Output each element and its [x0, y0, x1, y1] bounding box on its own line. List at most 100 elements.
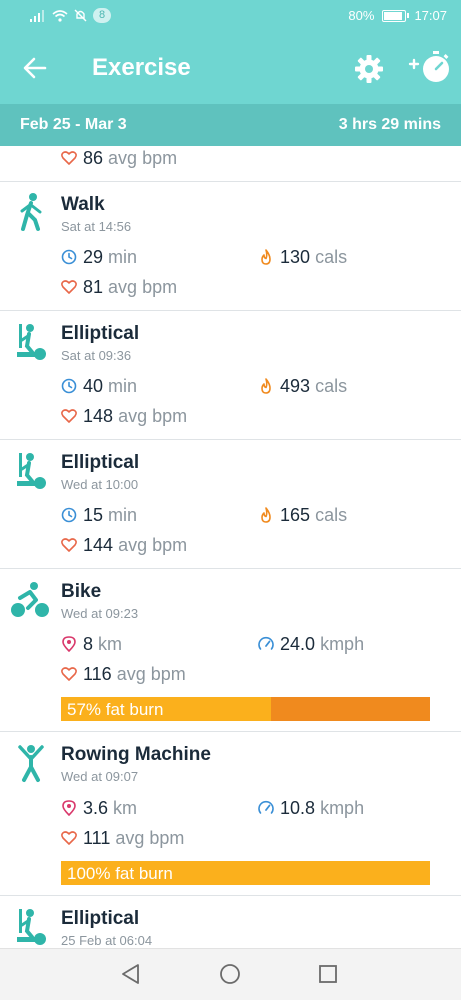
bpm-unit: avg bpm — [118, 535, 188, 555]
rowing-icon — [18, 745, 44, 782]
calories-stat: 130 cals — [258, 247, 347, 268]
bpm-value: 81 — [83, 277, 104, 297]
clock-time: 17:07 — [414, 8, 447, 23]
bpm-value: 116 — [83, 664, 112, 684]
bpm-value: 111 — [83, 828, 111, 848]
activity-time: 25 Feb at 06:04 — [61, 933, 153, 948]
notification-badge: 8 — [93, 8, 112, 23]
duration-value: 29 — [83, 247, 104, 267]
speedometer-icon — [258, 800, 274, 814]
flame-icon — [261, 378, 271, 394]
bpm-unit: avg bpm — [118, 406, 188, 426]
status-icons-left: 8 — [30, 8, 112, 23]
fat-burn-fill — [61, 697, 272, 721]
signal-icon — [30, 9, 44, 22]
distance-value: 8 — [83, 634, 94, 654]
duration-value: 15 — [83, 505, 104, 525]
activity-name: Elliptical — [61, 908, 140, 929]
distance-stat: 3.6 km — [61, 798, 137, 819]
bpm-unit: avg bpm — [108, 148, 178, 168]
heart-icon — [61, 667, 77, 681]
heart-rate-stat: 148 avg bpm — [61, 406, 187, 427]
calories-stat: 165 cals — [258, 505, 347, 526]
activity-time: Wed at 09:07 — [61, 769, 139, 784]
calories-unit: cals — [315, 247, 348, 267]
date-range-bar[interactable]: Feb 25 - Mar 3 3 hrs 29 mins — [0, 104, 461, 146]
calories-stat: 493 cals — [258, 376, 347, 397]
back-arrow-icon[interactable] — [22, 55, 48, 81]
battery-percent: 80% — [348, 8, 375, 23]
fat-burn-label: 100% fat burn — [67, 864, 173, 883]
speed-stat: 10.8 kmph — [258, 798, 364, 819]
speedometer-icon — [258, 636, 274, 650]
wifi-icon — [52, 9, 68, 22]
duration-unit: min — [108, 247, 138, 267]
activity-time: Wed at 10:00 — [61, 477, 139, 492]
status-icons-right: 80% 17:07 — [348, 8, 447, 23]
add-exercise-timer-icon[interactable] — [408, 50, 452, 84]
calories-value: 130 — [280, 247, 311, 267]
heart-rate-stat: 111 avg bpm — [61, 828, 184, 849]
system-nav-bar — [0, 948, 461, 1000]
duration-unit: min — [108, 505, 138, 525]
bpm-unit: avg bpm — [108, 277, 178, 297]
divider — [0, 568, 461, 569]
divider — [0, 895, 461, 896]
divider — [0, 731, 461, 732]
page-title: Exercise — [92, 54, 191, 81]
clock-icon — [61, 249, 77, 265]
mute-bell-icon — [74, 9, 87, 22]
distance-unit: km — [98, 634, 123, 654]
speed-value: 10.8 — [280, 798, 316, 818]
speed-unit: kmph — [320, 634, 365, 654]
activity-name: Elliptical — [61, 323, 140, 344]
heart-icon — [61, 409, 77, 423]
elliptical-icon — [17, 909, 46, 945]
location-pin-icon — [62, 636, 76, 652]
heart-rate-stat: 144 avg bpm — [61, 535, 187, 556]
heart-icon — [61, 151, 77, 165]
activity-time: Sat at 14:56 — [61, 219, 132, 234]
status-bar: 8 80% 17:07 — [0, 0, 461, 32]
flame-icon — [261, 249, 271, 265]
nav-back-icon[interactable] — [120, 963, 142, 985]
distance-stat: 8 km — [61, 634, 122, 655]
bike-icon — [11, 582, 49, 617]
activity-time: Wed at 09:23 — [61, 606, 139, 621]
app-bar: Exercise — [0, 32, 461, 104]
heart-icon — [61, 538, 77, 552]
gear-icon[interactable] — [354, 54, 384, 84]
activity-name: Bike — [61, 581, 102, 602]
activity-name: Elliptical — [61, 452, 140, 473]
fat-burn-label: 57% fat burn — [67, 700, 164, 719]
activity-name: Rowing Machine — [61, 744, 211, 765]
bpm-unit: avg bpm — [116, 664, 186, 684]
activity-time: Sat at 09:36 — [61, 348, 132, 363]
divider — [0, 439, 461, 440]
date-range: Feb 25 - Mar 3 — [20, 116, 127, 133]
activity-name: Walk — [61, 194, 105, 215]
battery-icon — [382, 9, 410, 22]
bpm-value: 148 — [83, 406, 114, 426]
nav-recent-apps-icon[interactable] — [318, 964, 338, 984]
nav-home-icon[interactable] — [219, 963, 241, 985]
activity-list[interactable]: 86 avg bpm Walk Sat at 14:56 29 min 130 … — [0, 146, 461, 948]
heart-icon — [61, 280, 77, 294]
speed-value: 24.0 — [280, 634, 316, 654]
duration-unit: min — [108, 376, 138, 396]
flame-icon — [261, 507, 271, 523]
duration-stat: 40 min — [61, 376, 137, 397]
clock-icon — [61, 378, 77, 394]
distance-value: 3.6 — [83, 798, 109, 818]
heart-rate-stat: 86 avg bpm — [61, 148, 177, 169]
bpm-unit: avg bpm — [115, 828, 185, 848]
walk-icon — [20, 193, 42, 231]
duration-stat: 29 min — [61, 247, 137, 268]
heart-icon — [61, 831, 77, 845]
divider — [0, 181, 461, 182]
divider — [0, 310, 461, 311]
calories-value: 165 — [280, 505, 311, 525]
heart-rate-stat: 116 avg bpm — [61, 664, 186, 685]
speed-stat: 24.0 kmph — [258, 634, 364, 655]
location-pin-icon — [62, 800, 76, 816]
